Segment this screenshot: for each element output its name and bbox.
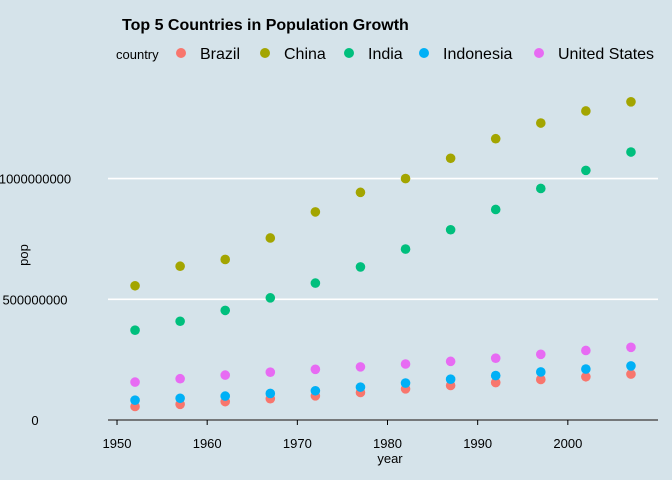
legend: country Brazil China India Indonesia United … — [116, 46, 654, 63]
data-point-india — [175, 316, 185, 327]
x-tick-label: 1970 — [283, 436, 312, 451]
data-point-united-states — [220, 370, 231, 380]
data-point-brazil — [581, 371, 591, 382]
data-point-united-states — [130, 377, 140, 387]
legend-label: China — [284, 46, 326, 63]
legend-title: country — [116, 47, 159, 62]
data-point-indonesia — [626, 361, 636, 371]
legend-key-india — [344, 48, 354, 58]
data-point-india — [355, 262, 366, 272]
data-point-india — [400, 244, 411, 254]
data-point-indonesia — [130, 395, 140, 406]
data-point-china — [175, 261, 185, 272]
x-tick-label: 1960 — [193, 436, 222, 451]
data-point-united-states — [535, 349, 546, 360]
data-point-united-states — [626, 342, 636, 353]
data-point-india — [445, 224, 456, 235]
data-point-united-states — [265, 367, 276, 377]
y-tick-label: 500000000 — [2, 292, 67, 307]
x-tick-label: 1950 — [103, 436, 132, 451]
data-point-china — [535, 118, 546, 128]
data-point-india — [535, 183, 546, 194]
data-point-indonesia — [581, 364, 591, 374]
data-point-china — [130, 280, 140, 291]
legend-key-china — [260, 48, 270, 58]
x-tick-label: 1980 — [373, 436, 402, 451]
legend-label: United States — [558, 46, 654, 63]
data-point-india — [310, 278, 321, 288]
y-tick-label: 0 — [31, 413, 38, 428]
data-point-indonesia — [535, 367, 546, 377]
y-axis-title: pop — [16, 244, 31, 266]
x-axis-title: year — [377, 451, 403, 466]
data-point-india — [490, 204, 501, 215]
data-point-china — [220, 254, 231, 265]
data-point-china — [445, 153, 456, 164]
x-tick-label: 2000 — [553, 436, 582, 451]
data-point-india — [581, 165, 591, 176]
data-point-indonesia — [445, 374, 456, 384]
data-point-united-states — [400, 359, 411, 369]
legend-label: India — [368, 46, 403, 63]
data-point-indonesia — [175, 393, 185, 404]
chart-title: Top 5 Countries in Population Growth — [122, 17, 409, 34]
y-tick-label: 1000000000 — [0, 172, 71, 187]
data-point-united-states — [445, 356, 456, 367]
x-tick-label: 1990 — [463, 436, 492, 451]
legend-label: Indonesia — [443, 46, 512, 63]
data-point-china — [581, 106, 591, 116]
legend-key-brazil — [176, 48, 186, 58]
data-point-united-states — [310, 364, 321, 375]
data-point-china — [265, 233, 276, 243]
data-point-china — [626, 96, 636, 107]
data-point-india — [220, 305, 231, 316]
data-point-indonesia — [400, 378, 411, 388]
data-point-brazil — [626, 369, 636, 379]
data-point-china — [490, 133, 501, 144]
legend-label: Brazil — [200, 46, 240, 63]
data-point-united-states — [175, 373, 185, 384]
legend-key-united-states — [534, 48, 544, 58]
data-point-united-states — [355, 362, 366, 372]
data-point-indonesia — [490, 370, 501, 381]
data-point-brazil — [490, 377, 501, 388]
data-point-india — [130, 325, 140, 335]
data-point-india — [626, 147, 636, 157]
data-point-india — [265, 293, 276, 303]
data-point-china — [310, 207, 321, 217]
data-point-china — [400, 173, 411, 184]
data-point-united-states — [490, 353, 501, 363]
data-point-indonesia — [355, 382, 366, 392]
legend-key-indonesia — [419, 48, 429, 58]
data-point-indonesia — [220, 391, 231, 401]
data-point-china — [355, 187, 366, 198]
data-point-united-states — [581, 345, 591, 356]
data-point-indonesia — [310, 385, 321, 396]
data-point-indonesia — [265, 388, 276, 399]
data-point-brazil — [535, 374, 546, 385]
